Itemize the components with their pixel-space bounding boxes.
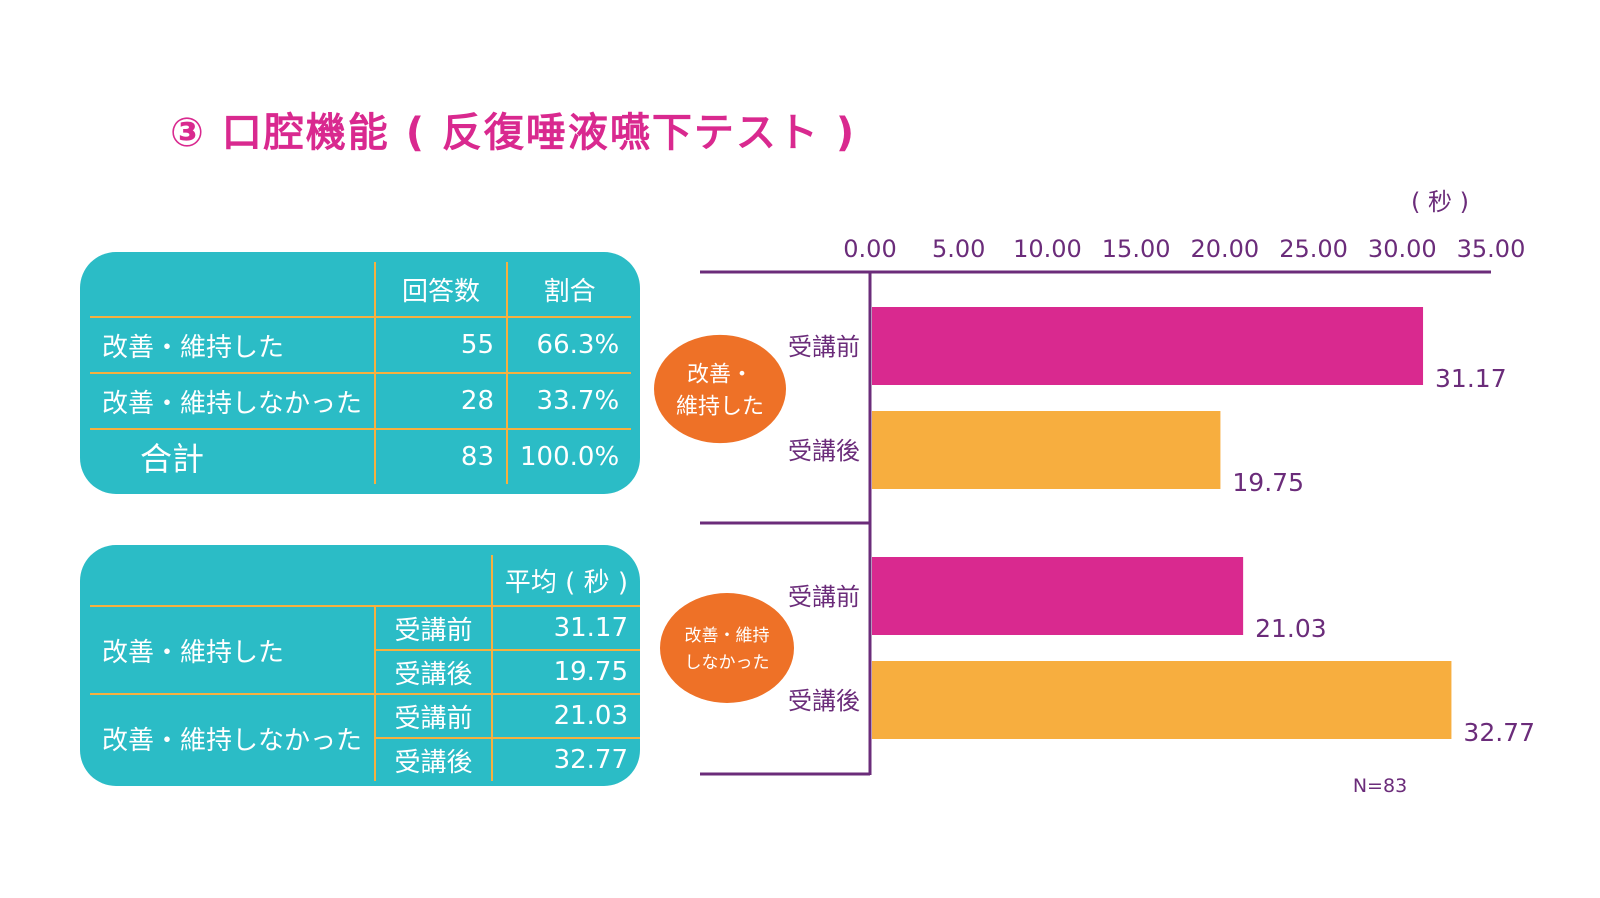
average-table: 平均 ( 秒 ) 改善・維持した 受講前 31.17 受講後 19.75 改善・…: [90, 555, 640, 781]
table-header-average: 平均 ( 秒 ): [490, 555, 640, 606]
group-label: 改善・維持した: [90, 605, 376, 694]
table-row: 改善・維持しなかった 受講前 21.03: [90, 693, 640, 781]
group-label: 改善・: [687, 362, 753, 387]
group-label: 改善・維持しなかった: [90, 693, 376, 781]
phase-label: 受講後: [374, 649, 492, 694]
average-value: 19.75: [490, 649, 640, 694]
group-bubble: [660, 593, 794, 703]
group-label: 改善・維持: [685, 626, 770, 646]
row-count: 83: [374, 428, 508, 484]
table-row: 受講後 32.77: [90, 737, 640, 781]
average-value: 21.03: [490, 693, 640, 738]
tick-label: 0.00: [843, 235, 896, 263]
row-label: 改善・維持した: [90, 316, 376, 373]
group-label: 維持した: [676, 394, 764, 419]
tick-label: 5.00: [932, 235, 985, 263]
phase-label: 受講前: [374, 693, 492, 738]
row-label: 改善・維持しなかった: [90, 372, 376, 429]
row-count: 55: [374, 316, 508, 373]
table-header-row: 平均 ( 秒 ): [90, 555, 640, 606]
bar: [872, 557, 1244, 635]
table-row: 改善・維持しなかった 28 33.7%: [90, 372, 632, 429]
tick-label: 25.00: [1279, 235, 1348, 263]
group-bubble: [654, 334, 786, 444]
count-table: 回答数 割合 改善・維持した 55 66.3% 改善・維持しなかった 28 33…: [90, 262, 632, 484]
average-value: 31.17: [490, 605, 640, 650]
phase-label: 受講前: [374, 605, 492, 650]
data-label: 31.17: [1435, 364, 1507, 393]
average-table-panel: 平均 ( 秒 ) 改善・維持した 受講前 31.17 受講後 19.75 改善・…: [80, 545, 640, 786]
data-label: 32.77: [1463, 718, 1535, 747]
row-ratio: 33.7%: [506, 372, 632, 429]
tick-label: 30.00: [1368, 235, 1437, 263]
data-label: 19.75: [1232, 468, 1304, 497]
row-label: 合計: [90, 428, 376, 484]
table-row: 改善・維持した 55 66.3%: [90, 316, 632, 373]
table-row: 受講後 19.75: [90, 649, 640, 694]
axis-unit-label: ( 秒 ): [1411, 188, 1469, 216]
row-count: 28: [374, 372, 508, 429]
category-label: 受講後: [788, 437, 860, 465]
tick-label: 20.00: [1190, 235, 1259, 263]
group-label: しなかった: [685, 653, 770, 673]
bar: [872, 307, 1424, 385]
bar: [872, 411, 1221, 489]
category-label: 受講前: [788, 583, 860, 611]
table-header-count: 回答数: [374, 262, 508, 317]
data-label: 21.03: [1255, 614, 1327, 643]
table-total-row: 合計 83 100.0%: [90, 428, 632, 484]
average-value: 32.77: [490, 737, 640, 781]
table-row: 改善・維持した 受講前 31.17: [90, 605, 640, 694]
page-title: ③ 口腔機能 ( 反復唾液嚥下テスト ): [170, 110, 857, 156]
tick-label: 10.00: [1013, 235, 1082, 263]
row-ratio: 100.0%: [506, 428, 632, 484]
category-label: 受講前: [788, 333, 860, 361]
table-header-ratio: 割合: [506, 262, 632, 317]
count-table-panel: 回答数 割合 改善・維持した 55 66.3% 改善・維持しなかった 28 33…: [80, 252, 640, 494]
category-label: 受講後: [788, 687, 860, 715]
sample-size-note: N=83: [1353, 775, 1407, 797]
tick-label: 15.00: [1102, 235, 1171, 263]
row-ratio: 66.3%: [506, 316, 632, 373]
tick-label: 35.00: [1457, 235, 1526, 263]
table-header-row: 回答数 割合: [90, 262, 632, 317]
phase-label: 受講後: [374, 737, 492, 781]
bar: [872, 661, 1452, 739]
